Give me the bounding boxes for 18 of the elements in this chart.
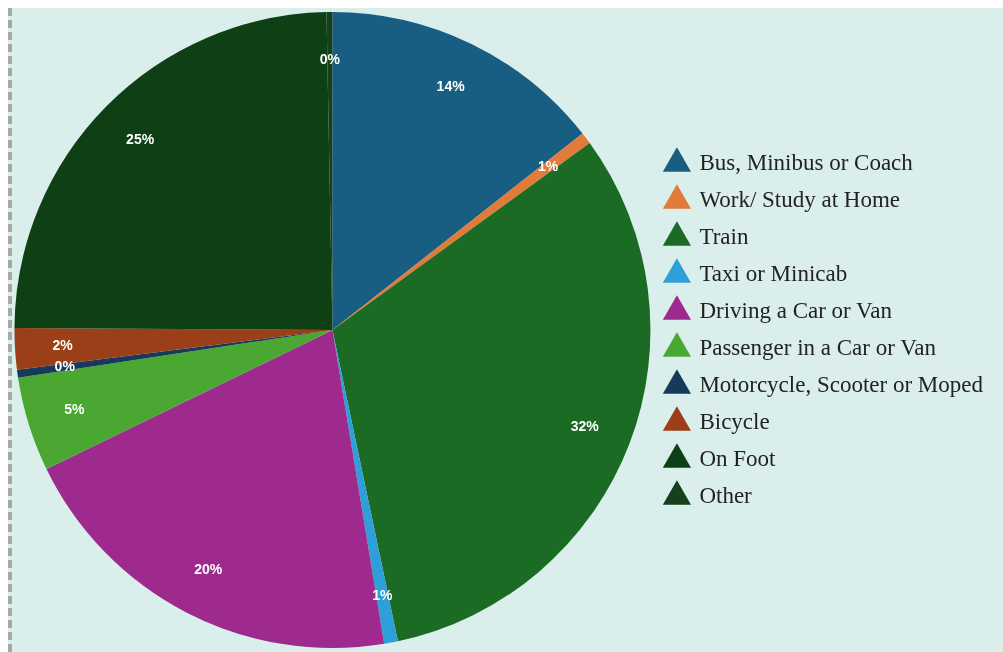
legend-label: Bus, Minibus or Coach xyxy=(699,149,914,175)
legend-label: On Foot xyxy=(699,445,777,471)
data-label: 32% xyxy=(570,417,600,434)
legend-label: Passenger in a Car or Van xyxy=(699,334,937,360)
data-label: 20% xyxy=(194,560,223,577)
legend-label: Other xyxy=(699,482,753,508)
legend-label: Train xyxy=(699,223,749,249)
data-label: 14% xyxy=(436,77,466,94)
data-label: 5% xyxy=(64,401,86,418)
legend-label: Work/ Study at Home xyxy=(699,186,901,212)
legend-label: Motorcycle, Scooter or Moped xyxy=(699,371,984,397)
legend-label: Bicycle xyxy=(699,408,770,434)
legend-label: Taxi or Minicab xyxy=(699,260,848,286)
data-label: 25% xyxy=(126,130,155,147)
data-label: 0% xyxy=(319,50,341,67)
data-label: 0% xyxy=(54,358,76,375)
legend-label: Driving a Car or Van xyxy=(699,297,893,323)
data-label: 2% xyxy=(52,336,74,353)
